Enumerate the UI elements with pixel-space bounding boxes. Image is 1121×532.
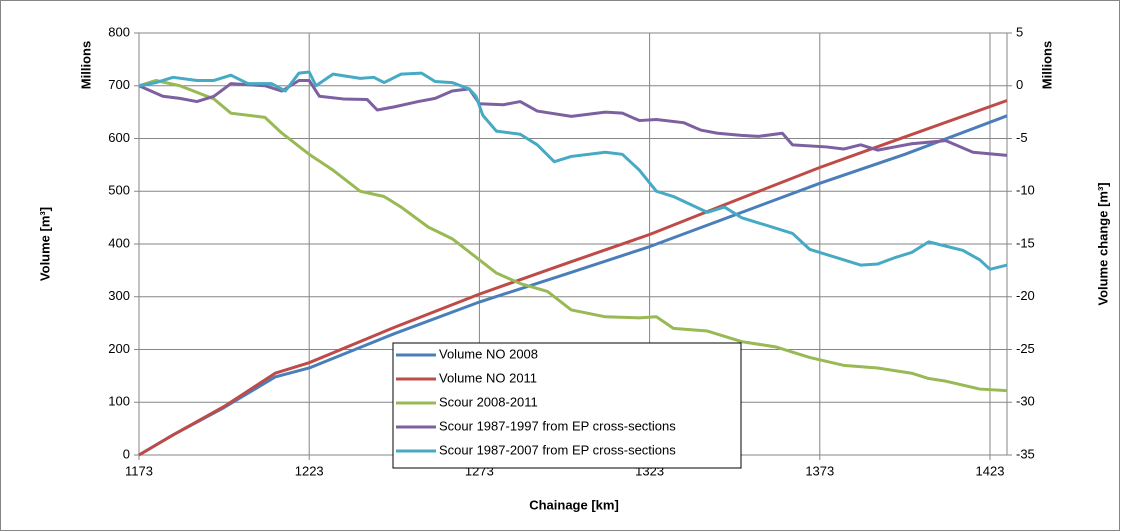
y-axis-title: Volume [m³] xyxy=(37,207,52,281)
y-tick-label: 100 xyxy=(108,394,130,409)
x-tick-label: 1373 xyxy=(805,463,834,478)
x-axis-title: Chainage [km] xyxy=(529,497,619,512)
y2-tick-label: 5 xyxy=(1016,24,1023,39)
y2-tick-label: -35 xyxy=(1016,446,1035,461)
y-tick-label: 0 xyxy=(123,446,130,461)
y-tick-label: 300 xyxy=(108,288,130,303)
y2-tick-label: -25 xyxy=(1016,341,1035,356)
series-line xyxy=(138,78,1008,393)
y2-tick-label: -10 xyxy=(1016,183,1035,198)
legend-box xyxy=(392,342,742,469)
legend-label: Volume NO 2008 xyxy=(439,346,538,361)
legend-label: Scour 1987-1997 from EP cross-sections xyxy=(439,418,676,433)
series-line xyxy=(138,70,1008,271)
y2-unit-label: Millions xyxy=(1039,41,1054,89)
y-tick-label: 700 xyxy=(108,77,130,92)
x-tick-label: 1173 xyxy=(125,463,153,478)
y2-tick-label: 0 xyxy=(1016,77,1023,92)
legend-label: Volume NO 2011 xyxy=(439,370,537,385)
y2-tick-label: -30 xyxy=(1016,394,1035,409)
y-tick-label: 200 xyxy=(108,341,130,356)
x-tick-label: 1223 xyxy=(295,463,324,478)
y-tick-label: 500 xyxy=(108,183,130,198)
y-tick-label: 400 xyxy=(108,235,130,250)
legend: Volume NO 2008 Volume NO 2011 Scour 2008-2… xyxy=(392,342,742,469)
y-tick-label: 800 xyxy=(108,24,130,39)
x-tick-label: 1423 xyxy=(976,463,1005,478)
series-line xyxy=(138,99,1008,457)
y2-tick-label: -5 xyxy=(1016,130,1028,145)
y-unit-label: Millions xyxy=(78,41,93,89)
y2-axis-title: Volume change [m³] xyxy=(1095,182,1110,305)
y2-tick-label: -20 xyxy=(1016,288,1035,303)
legend-label: Scour 2008-2011 xyxy=(439,394,538,409)
y-tick-label: 600 xyxy=(108,130,130,145)
series-line xyxy=(138,78,1008,157)
y2-tick-label: -15 xyxy=(1016,235,1035,250)
legend-label: Scour 1987-2007 from EP cross-sections xyxy=(439,442,676,457)
